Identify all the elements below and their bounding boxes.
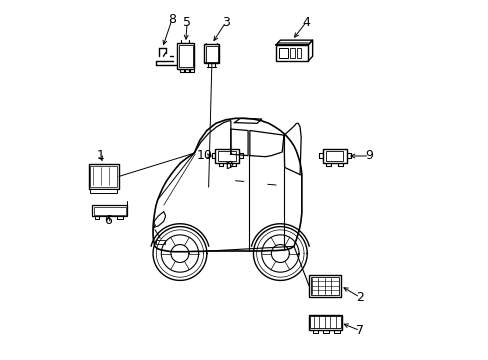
Bar [155, 240, 164, 244]
Bar [90, 189, 117, 193]
Bar [215, 149, 239, 163]
Bar [88, 164, 119, 189]
Bar [178, 45, 192, 67]
Text: 2: 2 [355, 291, 363, 304]
Text: 4: 4 [302, 16, 309, 29]
Bar [205, 46, 218, 62]
Text: 1: 1 [96, 149, 104, 162]
Bar [310, 316, 340, 328]
Bar [290, 48, 294, 58]
Text: 9: 9 [365, 149, 372, 162]
Text: 10: 10 [197, 149, 213, 162]
Text: 5: 5 [183, 16, 191, 29]
Bar [93, 207, 125, 215]
Bar [308, 315, 341, 330]
Bar [177, 43, 194, 69]
Bar [204, 44, 219, 63]
Bar [90, 166, 117, 187]
Text: 6: 6 [104, 214, 112, 227]
Text: 8: 8 [168, 13, 176, 26]
Bar [278, 48, 287, 58]
Bar [310, 277, 338, 295]
Bar [218, 151, 235, 161]
Bar [92, 205, 127, 216]
Bar [325, 151, 343, 161]
Bar [296, 48, 301, 58]
Text: 7: 7 [355, 324, 363, 337]
Text: 3: 3 [222, 16, 229, 29]
Bar [276, 45, 308, 61]
Bar [322, 149, 346, 163]
Bar [308, 275, 340, 297]
